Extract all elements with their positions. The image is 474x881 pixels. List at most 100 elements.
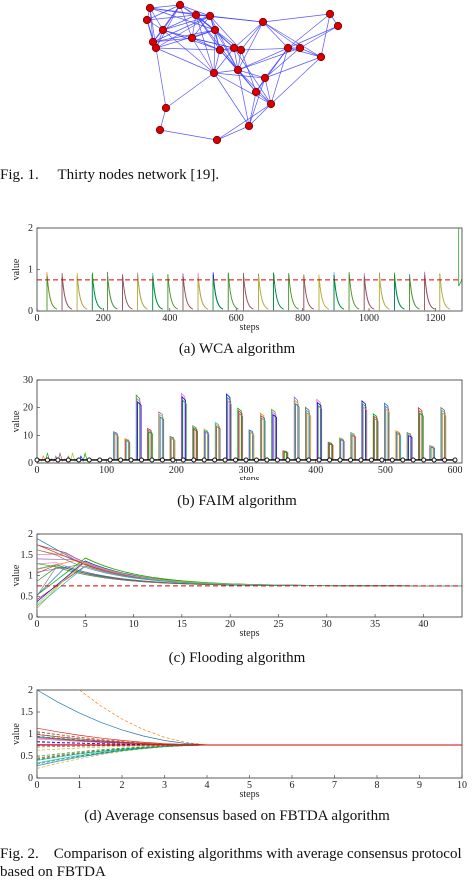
series-line — [459, 228, 462, 286]
reference-marker — [453, 458, 457, 462]
y-tick-label: 0 — [28, 773, 33, 784]
x-tick-label: 10 — [129, 619, 139, 630]
series-line — [37, 745, 462, 758]
network-edge — [288, 26, 338, 48]
series-line — [379, 276, 389, 310]
series-line — [37, 539, 462, 586]
network-edge — [256, 48, 288, 92]
series-line — [334, 277, 344, 310]
series-line — [138, 276, 148, 310]
series-line — [37, 567, 462, 596]
x-tick-label: 400 — [308, 465, 323, 476]
x-tick-label: 10 — [457, 780, 467, 791]
series-line — [349, 272, 359, 310]
reference-marker — [380, 458, 384, 462]
series-line — [92, 276, 102, 310]
plot-frame — [37, 228, 462, 311]
network-node — [284, 44, 292, 52]
network-edge — [150, 5, 180, 8]
network-edge — [234, 22, 263, 48]
network-node — [334, 22, 342, 30]
network-edge — [196, 15, 214, 73]
y-axis-label: value — [11, 723, 22, 745]
network-edge — [156, 48, 214, 73]
x-tick-label: 200 — [96, 313, 111, 324]
reference-marker — [223, 458, 227, 462]
network-edge — [217, 126, 249, 140]
network-node — [188, 34, 196, 42]
fig2-caption-number: Fig. 2. — [0, 846, 39, 862]
series-line — [228, 273, 238, 310]
network-edge — [156, 48, 220, 50]
reference-marker — [66, 458, 70, 462]
x-tick-label: 200 — [169, 465, 184, 476]
x-tick-label: 40 — [418, 619, 428, 630]
y-axis-label: value — [11, 564, 22, 586]
network-node — [261, 74, 269, 82]
series-line — [80, 690, 463, 745]
x-tick-label: 3 — [162, 780, 167, 791]
series-line — [153, 278, 163, 311]
reference-marker — [443, 458, 447, 462]
x-tick-label: 8 — [375, 780, 380, 791]
series-line — [440, 274, 450, 311]
fig1-caption: Fig. 1. Thirty nodes network [19]. — [0, 167, 219, 184]
fig2-caption-line2: based on FBTDA — [0, 864, 106, 881]
x-tick-label: 9 — [417, 780, 422, 791]
network-edge — [156, 48, 166, 108]
y-tick-label: 10 — [23, 430, 33, 441]
network-node — [326, 10, 334, 18]
network-node — [210, 69, 218, 77]
x-tick-label: 2 — [120, 780, 125, 791]
x-tick-label: 500 — [378, 465, 393, 476]
series-line — [394, 277, 404, 310]
series-line — [349, 274, 359, 311]
network-node — [230, 44, 238, 52]
series-line — [243, 275, 253, 310]
series-line — [62, 276, 72, 310]
network-node — [296, 44, 304, 52]
reference-marker — [369, 458, 373, 462]
network-node — [162, 104, 170, 112]
reference-marker — [35, 458, 39, 462]
x-tick-label: 1200 — [425, 313, 445, 324]
series-line — [37, 545, 462, 586]
series-line — [37, 690, 462, 745]
x-tick-label: 1 — [77, 780, 82, 791]
y-tick-label: 0 — [28, 612, 33, 623]
series-line — [183, 275, 193, 310]
y-tick-label: 20 — [23, 403, 33, 414]
network-node — [159, 26, 167, 34]
y-tick-label: 0.5 — [21, 751, 34, 762]
chart-d-caption: (d) Average consensus based on FBTDA alg… — [0, 808, 474, 825]
x-tick-label: 15 — [177, 619, 187, 630]
y-tick-label: 1 — [28, 729, 33, 740]
chart-a-caption: (a) WCA algorithm — [0, 341, 474, 358]
network-node — [252, 88, 260, 96]
y-tick-label: 2 — [28, 223, 33, 234]
network-node — [206, 12, 214, 20]
series-line — [77, 276, 87, 310]
series-line — [41, 456, 45, 462]
chart-b-caption: (b) FAIM algorithm — [0, 493, 474, 510]
network-edges — [147, 5, 338, 140]
network-edge — [192, 38, 214, 73]
reference-marker — [129, 458, 133, 462]
series-line — [274, 273, 284, 310]
x-tick-label: 0 — [35, 465, 40, 476]
y-tick-label: 0 — [28, 458, 33, 469]
series-line — [228, 274, 238, 310]
reference-marker — [338, 458, 342, 462]
x-tick-label: 0 — [35, 619, 40, 630]
x-tick-label: 0 — [35, 780, 40, 791]
reference-marker — [150, 458, 154, 462]
network-node — [176, 1, 184, 9]
series-line — [198, 277, 208, 310]
x-tick-label: 4 — [205, 780, 210, 791]
fig1-caption-number: Fig. 1. — [0, 167, 39, 183]
y-tick-label: 1.5 — [21, 707, 34, 718]
series-line — [289, 274, 299, 310]
